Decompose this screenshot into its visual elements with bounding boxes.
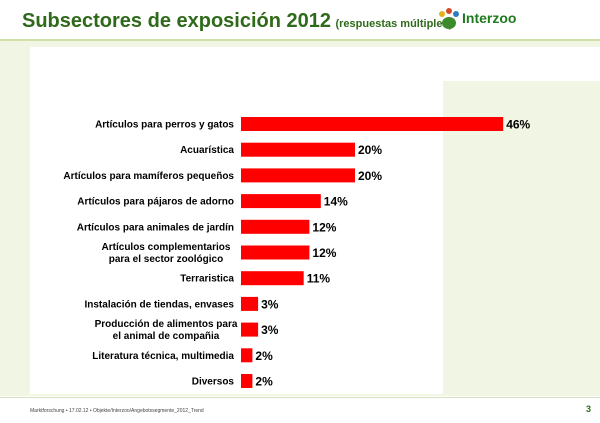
bar-6: [241, 271, 304, 286]
value-label-2: 20%: [358, 169, 382, 183]
bar-4: [241, 219, 310, 234]
panel-inset: [443, 47, 600, 81]
value-label-8: 3%: [261, 323, 279, 337]
category-label-0: Artículos para perros y gatos: [95, 120, 234, 131]
title-subtitle: (respuestas múltiples): [335, 18, 453, 30]
value-label-4: 12%: [312, 220, 336, 234]
bar-0: [241, 117, 504, 131]
footer-divider: [0, 397, 600, 398]
category-label-8-0: Producción de alimentos para: [95, 319, 238, 330]
category-label-10: Diversos: [192, 377, 235, 388]
bar-7: [241, 296, 259, 311]
category-label-2: Artículos para mamíferos pequeños: [63, 171, 234, 182]
header-divider: [0, 39, 600, 41]
bar-8: [241, 322, 259, 337]
logo-text: Interzoo: [462, 10, 517, 26]
category-label-3: Artículos para pájaros de adorno: [77, 197, 234, 208]
value-label-9: 2%: [255, 349, 273, 363]
category-label-9: Literatura técnica, multimedia: [92, 351, 234, 362]
value-label-1: 20%: [358, 143, 382, 157]
page-number: 3: [586, 404, 592, 414]
bar-1: [241, 142, 355, 157]
page-title: Subsectores de exposición 2012 (respuest…: [22, 10, 452, 33]
category-label-7: Instalación de tiendas, envases: [84, 299, 234, 310]
chart-background: [30, 47, 443, 394]
value-label-5: 12%: [312, 246, 336, 260]
title-main: Subsectores de exposición 2012: [22, 10, 332, 32]
value-label-0: 46%: [506, 118, 530, 132]
category-label-4: Artículos para animales de jardín: [77, 222, 234, 233]
category-label-5-0: Artículos complementarios: [102, 242, 231, 253]
category-label-8-1: el animal de compañia: [113, 331, 220, 342]
value-label-6: 11%: [307, 272, 331, 286]
paw-icon: [439, 8, 459, 29]
bar-3: [241, 194, 321, 209]
category-label-6: Terraristica: [180, 274, 234, 285]
footer-text: Marktforschung • 17.02.12 • Objekte/Inte…: [30, 408, 204, 414]
category-label-1: Acuarística: [180, 145, 234, 156]
bar-9: [241, 348, 253, 363]
interzoo-logo: Interzoo: [438, 6, 524, 32]
bar-10: [241, 374, 253, 388]
bar-2: [241, 168, 355, 183]
category-label-5-1: para el sector zoológico: [109, 254, 223, 265]
bar-5: [241, 245, 310, 260]
value-label-10: 2%: [255, 375, 273, 389]
value-label-7: 3%: [261, 297, 279, 311]
value-label-3: 14%: [324, 195, 348, 209]
